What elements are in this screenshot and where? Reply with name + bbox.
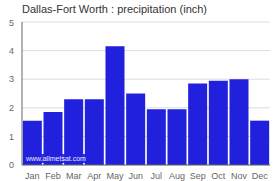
svg-text:Mar: Mar — [66, 171, 82, 181]
svg-text:Oct: Oct — [211, 171, 226, 181]
html-text:www.allmetsat.com: www.allmetsat.com — [26, 155, 86, 162]
svg-text:Jun: Jun — [128, 171, 143, 181]
svg-text:Apr: Apr — [87, 171, 101, 181]
svg-text:5: 5 — [9, 18, 14, 28]
html-text:Dallas-Fort Worth : precipitat: Dallas-Fort Worth : precipitation (inch) — [22, 3, 207, 15]
svg-text:Feb: Feb — [45, 171, 61, 181]
svg-text:May: May — [106, 171, 124, 181]
svg-text:Dec: Dec — [252, 171, 269, 181]
svg-text:Sep: Sep — [190, 171, 206, 181]
svg-text:Aug: Aug — [169, 171, 185, 181]
svg-text:3: 3 — [9, 74, 14, 84]
svg-text:Jul: Jul — [151, 171, 163, 181]
svg-text:0: 0 — [9, 160, 14, 170]
svg-text:2: 2 — [9, 103, 14, 113]
svg-text:Jan: Jan — [25, 171, 40, 181]
svg-text:4: 4 — [9, 46, 14, 56]
svg-text:1: 1 — [9, 132, 14, 142]
svg-text:Nov: Nov — [231, 171, 248, 181]
